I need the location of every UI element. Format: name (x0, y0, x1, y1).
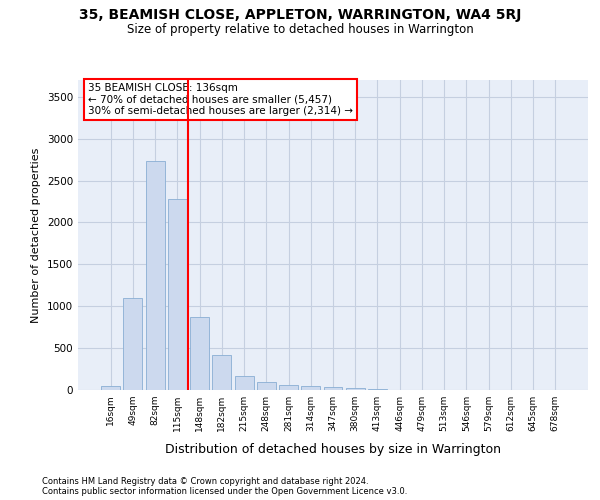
Text: 35 BEAMISH CLOSE: 136sqm
← 70% of detached houses are smaller (5,457)
30% of sem: 35 BEAMISH CLOSE: 136sqm ← 70% of detach… (88, 83, 353, 116)
Bar (301, 386, 320, 390)
Bar (235, 376, 254, 390)
Text: Contains public sector information licensed under the Open Government Licence v3: Contains public sector information licen… (42, 488, 407, 496)
Text: 35, BEAMISH CLOSE, APPLETON, WARRINGTON, WA4 5RJ: 35, BEAMISH CLOSE, APPLETON, WARRINGTON,… (79, 8, 521, 22)
Bar (101, 386, 120, 390)
Text: Distribution of detached houses by size in Warrington: Distribution of detached houses by size … (165, 442, 501, 456)
Bar (368, 389, 387, 390)
Y-axis label: Number of detached properties: Number of detached properties (31, 148, 41, 322)
Bar (124, 298, 142, 390)
Bar (346, 388, 365, 390)
Bar (323, 388, 343, 390)
Bar (212, 355, 231, 390)
Bar (190, 317, 209, 390)
Text: Contains HM Land Registry data © Crown copyright and database right 2024.: Contains HM Land Registry data © Crown c… (42, 478, 368, 486)
Bar (168, 199, 187, 390)
Bar (279, 385, 298, 390)
Bar (257, 382, 276, 390)
Text: Size of property relative to detached houses in Warrington: Size of property relative to detached ho… (127, 22, 473, 36)
Bar (146, 162, 164, 390)
